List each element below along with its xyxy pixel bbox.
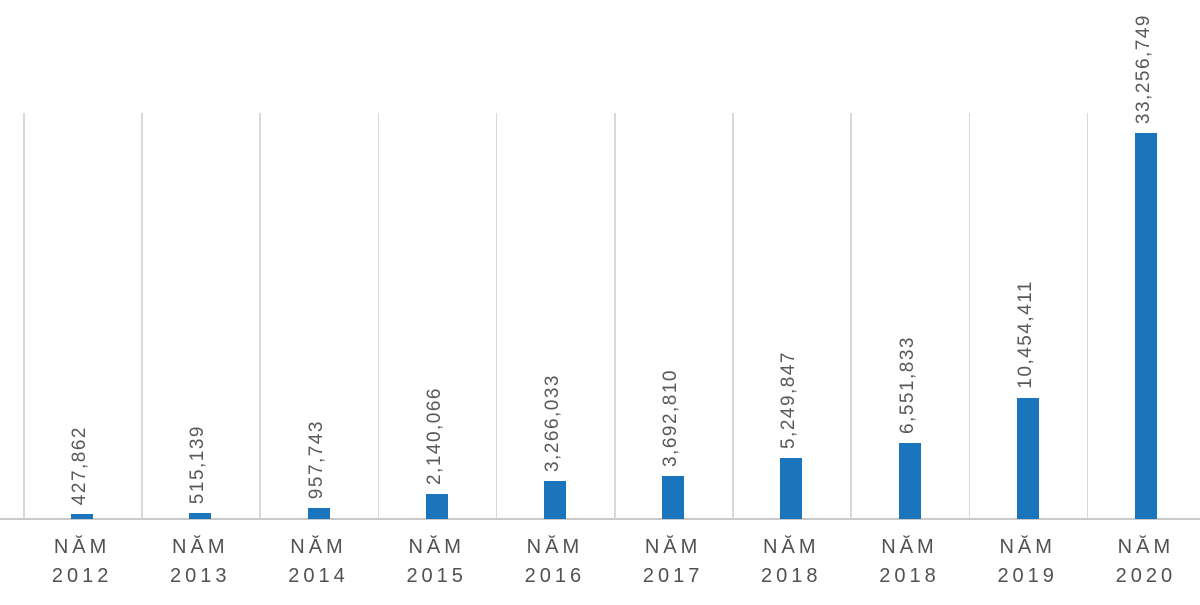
gridline bbox=[377, 113, 380, 519]
value-label: 2,140,066 bbox=[423, 387, 445, 486]
x-axis-label: NĂM 2019 bbox=[969, 533, 1087, 591]
gridline bbox=[614, 113, 616, 519]
value-label: 3,692,810 bbox=[660, 369, 682, 468]
bar bbox=[425, 494, 448, 519]
x-axis-label-line1: NĂM bbox=[172, 536, 229, 558]
x-axis-label: NĂM 2020 bbox=[1087, 533, 1200, 591]
x-axis-label-line1: NĂM bbox=[290, 536, 347, 558]
x-axis-label-line1: NĂM bbox=[526, 536, 584, 558]
x-axis-label-line2: 2018 bbox=[761, 565, 822, 587]
value-label: 33,256,749 bbox=[1132, 14, 1154, 125]
gridline bbox=[259, 113, 261, 519]
value-label: 957,743 bbox=[305, 419, 327, 499]
gridline bbox=[732, 113, 734, 519]
x-axis-label-line2: 2014 bbox=[288, 565, 349, 587]
x-axis-label-line1: NĂM bbox=[644, 536, 702, 558]
gridline bbox=[968, 113, 971, 519]
bar bbox=[307, 507, 330, 519]
x-axis-label: NĂM 2013 bbox=[141, 533, 259, 591]
gridline bbox=[850, 113, 852, 519]
bar bbox=[662, 476, 685, 519]
x-axis-label-line2: 2015 bbox=[406, 565, 467, 587]
value-label: 3,266,033 bbox=[541, 374, 563, 473]
gridline bbox=[23, 113, 25, 519]
bar bbox=[71, 514, 94, 519]
x-axis-label: NĂM 2015 bbox=[378, 533, 496, 591]
x-axis-label: NĂM 2018 bbox=[732, 533, 850, 591]
x-axis-label-line1: NĂM bbox=[881, 536, 938, 558]
x-axis-label-line1: NĂM bbox=[999, 536, 1056, 558]
x-axis-label-line2: 2016 bbox=[524, 565, 586, 587]
x-axis-label: NĂM 2014 bbox=[259, 533, 377, 591]
value-label: 427,862 bbox=[69, 425, 91, 506]
gridline bbox=[495, 113, 498, 519]
x-axis-label-line1: NĂM bbox=[408, 536, 465, 558]
value-label: 10,454,411 bbox=[1014, 280, 1036, 389]
value-label: 5,249,847 bbox=[778, 351, 800, 450]
x-axis-line bbox=[0, 518, 1200, 520]
x-axis-label-line1: NĂM bbox=[763, 536, 820, 558]
x-axis-label: NĂM 2018 bbox=[850, 533, 968, 591]
x-axis-label: NĂM 2016 bbox=[496, 533, 614, 591]
x-axis-label-line2: 2017 bbox=[642, 565, 704, 587]
x-axis-label-line2: 2012 bbox=[51, 565, 113, 587]
gridline bbox=[1086, 113, 1089, 519]
x-axis-label: NĂM 2012 bbox=[23, 533, 141, 591]
x-axis-label: NĂM 2017 bbox=[614, 533, 732, 591]
bar bbox=[1016, 397, 1039, 519]
bar bbox=[1134, 133, 1157, 519]
value-label: 515,139 bbox=[187, 424, 209, 505]
bar bbox=[780, 458, 803, 519]
x-axis-label-line2: 2018 bbox=[879, 565, 940, 587]
value-label: 6,551,833 bbox=[896, 335, 918, 434]
bar bbox=[898, 442, 921, 519]
x-axis-label-line1: NĂM bbox=[1117, 536, 1175, 558]
bar bbox=[189, 513, 212, 519]
bar bbox=[543, 481, 566, 519]
x-axis-label-line2: 2020 bbox=[1115, 565, 1177, 587]
x-axis-label-line2: 2013 bbox=[170, 565, 231, 587]
x-axis-label-line2: 2019 bbox=[997, 565, 1058, 587]
x-axis-label-line1: NĂM bbox=[53, 536, 111, 558]
gridline bbox=[141, 113, 143, 519]
